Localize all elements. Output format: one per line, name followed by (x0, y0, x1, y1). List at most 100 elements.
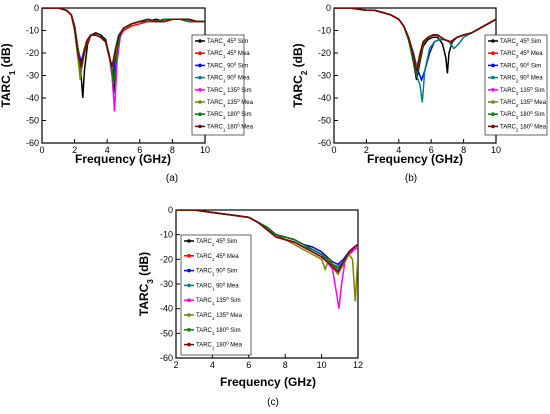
legend-entry-label: TARC2 900 Sim (500, 61, 541, 71)
legend-entry-label: TARC1 900 Mea (196, 281, 239, 291)
legend-swatch-marker (198, 63, 202, 68)
legend-swatch-marker (187, 342, 191, 347)
y-axis-label: TARC1 (dB) (0, 43, 17, 107)
legend-entry-label: TARC1 1800 Mea (207, 122, 254, 132)
legend-entry-label: TARC1 1350 Sim (196, 296, 241, 306)
legend-swatch-marker (491, 75, 495, 80)
y-tick-label: -40 (160, 304, 173, 314)
legend-swatch-marker (491, 112, 495, 116)
legend-entry-label: TARC1 450 Sim (196, 237, 237, 247)
y-tick-label: 0 (168, 205, 173, 215)
chart-panel-c: 0 -10 -20 -30 -40 -50 -602 4 6 8 10 12 Frequency (GH… (137, 205, 363, 408)
x-tick-label: 4 (105, 145, 110, 155)
x-tick-label: 10 (317, 360, 327, 370)
series-line-90-mea (334, 8, 496, 103)
panel-caption: (a) (166, 173, 178, 184)
y-tick-label: -60 (318, 138, 331, 148)
x-tick-label: 0 (331, 145, 336, 155)
x-tick-label: 10 (491, 145, 501, 155)
x-tick-label: 4 (396, 145, 401, 155)
legend-entry-label: TARC2 450 Sim (500, 37, 541, 47)
y-tick-label: -60 (26, 138, 39, 148)
x-tick-label: 4 (210, 360, 215, 370)
legend-swatch-marker (491, 100, 495, 104)
series-line-180-mea (176, 210, 358, 273)
legend-entry-label: TARC1 450 Sim (207, 37, 248, 47)
legend-swatch-marker (198, 100, 202, 104)
x-tick-label: 6 (246, 360, 251, 370)
legend-entry-label: TARC1 1350 Mea (207, 98, 254, 108)
y-tick-label: -40 (318, 93, 331, 103)
legend-entry-label: TARC2 1350 Sim (500, 85, 545, 95)
y-axis-label: TARC2 (dB) (291, 43, 309, 107)
legend-entry-label: TARC1 1800 Sim (196, 325, 241, 335)
legend-swatch-marker (198, 51, 202, 55)
y-tick-label: -30 (160, 279, 173, 289)
legend-swatch-marker (187, 283, 191, 288)
y-tick-label: -10 (318, 26, 331, 36)
series-line-180-mea (334, 8, 496, 72)
legend-entry-label: TARC1 900 Sim (196, 266, 237, 276)
y-tick-label: -10 (26, 26, 39, 36)
series-line-90-mea (42, 8, 205, 72)
legend-entry-label: TARC2 900 Mea (500, 73, 543, 83)
x-tick-label: 6 (429, 145, 434, 155)
y-tick-label: 0 (34, 3, 39, 13)
y-tick-label: -20 (318, 48, 331, 58)
x-axis-label: Frequency (GHz) (220, 375, 316, 389)
legend-swatch-marker (198, 75, 202, 80)
legend-entry-label: TARC2 1800 Mea (500, 122, 547, 132)
y-tick-label: -50 (318, 116, 331, 126)
legend-entry-label: TARC1 450 Mea (207, 49, 250, 59)
legend-swatch-marker (187, 328, 191, 332)
x-axis-label: Frequency (GHz) (367, 152, 463, 166)
legend-box (484, 34, 548, 136)
series-line-45-sim (42, 8, 205, 99)
plot-frame (333, 7, 497, 144)
y-tick-label: -30 (26, 71, 39, 81)
legend-swatch-marker (187, 313, 191, 317)
legend-swatch-marker (491, 39, 495, 43)
legend-swatch-marker (198, 124, 202, 129)
legend-entry-label: TARC2 450 Mea (500, 49, 543, 59)
y-tick-label: -30 (318, 71, 331, 81)
legend-entry-label: TARC1 1350 Sim (207, 85, 252, 95)
legend-swatch-marker (198, 39, 202, 43)
y-tick-label: -40 (26, 93, 39, 103)
legend-swatch-marker (187, 254, 191, 258)
legend-entry-label: TARC2 1800 Sim (500, 110, 545, 120)
x-tick-label: 0 (39, 145, 44, 155)
legend-swatch-marker (198, 112, 202, 116)
legend-swatch-marker (491, 51, 495, 55)
legend-swatch-marker (491, 124, 495, 129)
y-tick-label: -50 (26, 116, 39, 126)
x-tick-label: 2 (173, 360, 178, 370)
legend-swatch-marker (198, 88, 202, 92)
legend-swatch-marker (187, 239, 191, 243)
legend-entry-label: TARC2 1350 Mea (500, 98, 547, 108)
panel-caption: (c) (267, 397, 279, 408)
x-tick-label: 8 (283, 360, 288, 370)
y-tick-label: -20 (26, 48, 39, 58)
legend-entry-label: TARC1 900 Mea (207, 73, 250, 83)
panel-caption: (b) (405, 173, 417, 184)
x-tick-label: 2 (72, 145, 77, 155)
legend-entry-label: TARC1 1350 Mea (196, 311, 243, 321)
x-axis-label: Frequency (GHz) (75, 152, 171, 166)
legend-swatch-marker (187, 268, 191, 273)
x-tick-label: 8 (170, 145, 175, 155)
legend-entry-label: TARC1 1800 Sim (207, 110, 252, 120)
legend-entry-label: TARC1 1800 Mea (196, 340, 243, 350)
series-line-135-sim (42, 8, 205, 112)
y-tick-label: 0 (326, 3, 331, 13)
series-line-180-mea (42, 8, 205, 67)
x-tick-label: 10 (200, 145, 210, 155)
legend-swatch-marker (491, 88, 495, 92)
y-tick-label: -50 (160, 328, 173, 338)
legend-box (180, 234, 252, 356)
legend-swatch-marker (187, 298, 191, 303)
x-tick-label: 8 (461, 145, 466, 155)
